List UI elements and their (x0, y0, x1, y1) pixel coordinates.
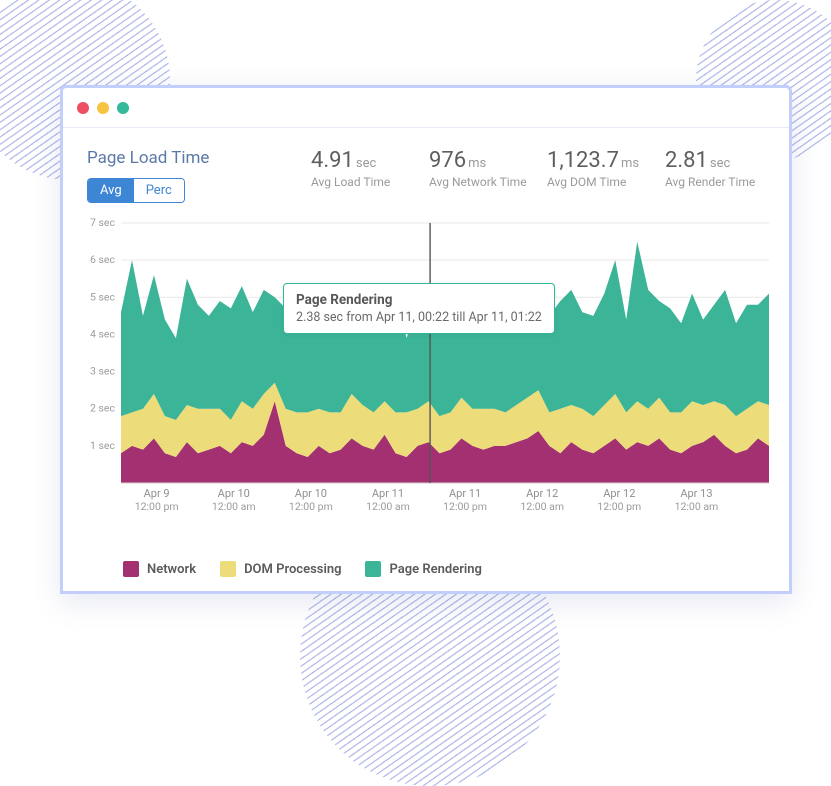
stat-avg-network-time: 976ms Avg Network Time (419, 148, 529, 203)
svg-text:3 sec: 3 sec (90, 365, 115, 378)
svg-text:7 sec: 7 sec (90, 216, 115, 229)
minimize-icon[interactable] (97, 102, 109, 114)
chart-legend: Network DOM Processing Page Rendering (63, 553, 789, 591)
window-titlebar (63, 88, 789, 128)
legend-page-rendering[interactable]: Page Rendering (365, 561, 481, 577)
legend-dom-processing[interactable]: DOM Processing (220, 561, 341, 577)
svg-text:Apr 10: Apr 10 (295, 487, 327, 500)
svg-text:12:00 am: 12:00 am (675, 500, 719, 513)
stat-avg-render-time: 2.81sec Avg Render Time (655, 148, 765, 203)
svg-text:5 sec: 5 sec (90, 290, 115, 303)
panel-title: Page Load Time (87, 148, 293, 168)
svg-text:12:00 am: 12:00 am (212, 500, 256, 513)
svg-text:Apr 12: Apr 12 (526, 487, 558, 500)
svg-text:12:00 am: 12:00 am (366, 500, 410, 513)
metrics-header: Page Load Time Avg Perc 4.91sec Avg Load… (63, 128, 789, 213)
swatch-rendering (365, 561, 381, 577)
svg-text:Apr 10: Apr 10 (218, 487, 250, 500)
svg-text:6 sec: 6 sec (90, 253, 115, 266)
svg-text:Apr 13: Apr 13 (680, 487, 712, 500)
browser-window: Page Load Time Avg Perc 4.91sec Avg Load… (60, 85, 792, 594)
svg-text:12:00 pm: 12:00 pm (443, 500, 487, 513)
svg-text:12:00 pm: 12:00 pm (597, 500, 641, 513)
page-load-time-chart[interactable]: 1 sec 2 sec 3 sec 4 sec 5 sec 6 sec 7 sec Apr 9… (73, 213, 773, 553)
svg-text:Apr 9: Apr 9 (144, 487, 170, 500)
maximize-icon[interactable] (117, 102, 129, 114)
svg-text:12:00 pm: 12:00 pm (135, 500, 179, 513)
svg-text:1 sec: 1 sec (90, 439, 115, 452)
swatch-dom (220, 561, 236, 577)
chart-container: 1 sec 2 sec 3 sec 4 sec 5 sec 6 sec 7 sec Apr 9… (63, 213, 789, 553)
svg-text:2 sec: 2 sec (90, 402, 115, 415)
svg-text:4 sec: 4 sec (90, 327, 115, 340)
legend-network[interactable]: Network (123, 561, 196, 577)
svg-text:12:00 pm: 12:00 pm (289, 500, 333, 513)
svg-text:Apr 11: Apr 11 (449, 487, 481, 500)
stat-avg-load-time: 4.91sec Avg Load Time (301, 148, 411, 203)
svg-text:Apr 12: Apr 12 (603, 487, 635, 500)
avg-perc-toggle[interactable]: Avg Perc (87, 178, 185, 203)
svg-text:Apr 11: Apr 11 (372, 487, 404, 500)
close-icon[interactable] (77, 102, 89, 114)
stat-avg-dom-time: 1,123.7ms Avg DOM Time (537, 148, 647, 203)
svg-text:12:00 am: 12:00 am (520, 500, 564, 513)
toggle-avg[interactable]: Avg (88, 179, 134, 202)
swatch-network (123, 561, 139, 577)
toggle-perc[interactable]: Perc (134, 179, 184, 202)
